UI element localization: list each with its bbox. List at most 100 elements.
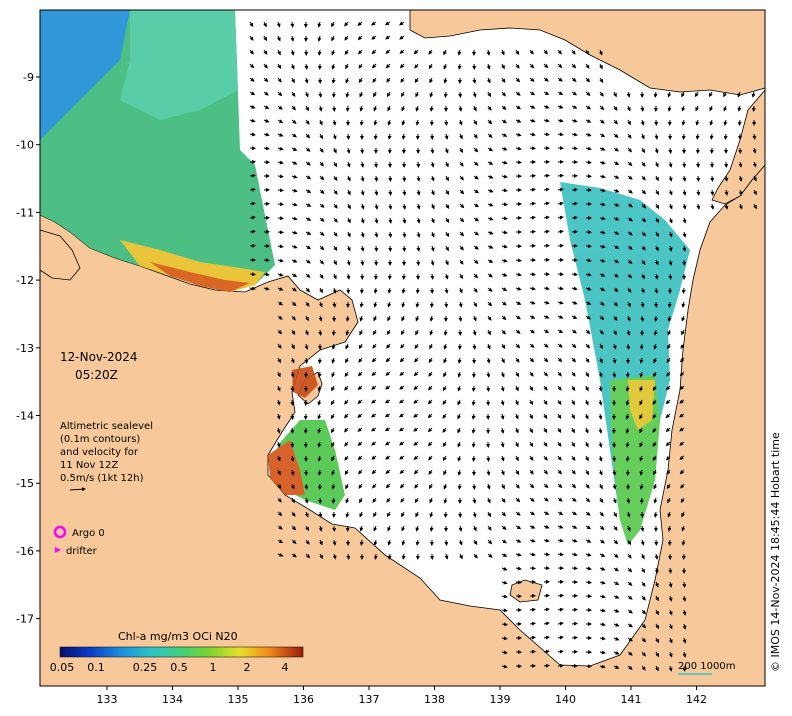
velocity-arrow [345,343,350,350]
velocity-arrow [305,553,311,559]
velocity-arrow [571,118,578,123]
velocity-arrow [401,539,406,546]
velocity-arrow [413,49,419,55]
velocity-arrow [359,511,364,518]
velocity-arrow [385,49,391,54]
velocity-arrow [652,427,657,433]
velocity-arrow [500,371,505,378]
velocity-arrow [249,132,256,137]
velocity-arrow [370,427,377,432]
velocity-arrow [709,105,714,112]
velocity-arrow [641,175,646,181]
velocity-arrow [344,385,349,391]
velocity-arrow [487,539,493,545]
velocity-arrow [515,483,520,489]
velocity-arrow [359,119,364,126]
velocity-arrow [290,35,295,42]
velocity-arrow [317,455,322,462]
velocity-arrow [640,315,645,322]
velocity-arrow [415,525,420,532]
velocity-arrow [486,49,491,56]
velocity-arrow [346,245,351,252]
velocity-arrow [681,105,686,112]
velocity-arrow [373,511,377,518]
velocity-arrow [291,539,297,544]
velocity-arrow [613,230,620,235]
velocity-arrow [277,357,282,364]
velocity-arrow [387,119,392,126]
velocity-arrow [319,133,324,140]
velocity-arrow [599,539,605,544]
velocity-arrow [291,133,297,138]
velocity-arrow [640,553,645,560]
velocity-arrow [459,259,464,265]
velocity-arrow [388,231,393,238]
velocity-arrow [613,581,620,585]
velocity-arrow [724,175,729,182]
velocity-arrow [277,244,284,249]
velocity-arrow [305,203,312,207]
velocity-arrow [249,21,254,28]
velocity-arrow [515,552,522,557]
velocity-arrow [346,287,351,294]
velocity-arrow [529,286,536,291]
velocity-arrow [599,202,606,207]
velocity-arrow [373,301,378,308]
velocity-arrow [305,273,311,278]
velocity-arrow [291,273,298,278]
velocity-arrow [317,35,322,42]
velocity-arrow [515,286,522,291]
velocity-arrow [459,245,464,251]
velocity-arrow [303,413,308,420]
velocity-arrow [385,483,391,489]
velocity-arrow [652,455,657,462]
velocity-arrow [515,357,520,363]
velocity-arrow [529,455,534,461]
velocity-arrow [360,231,365,238]
velocity-arrow [627,273,632,279]
velocity-arrow [500,455,505,462]
velocity-arrow [599,594,606,599]
velocity-arrow [277,230,284,235]
velocity-arrow [487,216,494,221]
velocity-arrow [318,301,323,308]
velocity-arrow [514,399,519,406]
velocity-arrow [331,455,335,462]
velocity-arrow [641,161,646,167]
velocity-arrow [487,174,494,179]
velocity-arrow [585,580,592,585]
velocity-arrow [413,399,419,404]
velocity-arrow [612,371,617,378]
velocity-arrow [515,132,522,137]
velocity-arrow [428,469,433,475]
velocity-arrow [599,329,604,335]
velocity-arrow [457,385,462,392]
velocity-arrow [305,217,312,221]
velocity-arrow [276,441,281,448]
velocity-arrow [345,105,350,112]
velocity-arrow [415,287,420,294]
velocity-arrow [277,272,284,277]
velocity-arrow [318,511,323,518]
velocity-arrow [585,483,590,489]
velocity-arrow [399,385,405,390]
velocity-arrow [319,245,325,251]
velocity-arrow [472,497,477,504]
velocity-arrow [501,497,506,503]
velocity-arrow [277,539,284,544]
velocity-arrow [557,399,562,406]
velocity-arrow [557,385,562,391]
velocity-arrow [571,132,578,137]
velocity-arrow [696,203,701,210]
velocity-arrow [557,243,564,248]
velocity-arrow [415,301,420,308]
velocity-arrow [641,581,646,587]
velocity-arrow [723,105,728,112]
velocity-arrow [668,567,673,574]
velocity-arrow [429,329,434,336]
velocity-arrow [500,49,505,56]
velocity-arrow [347,203,351,210]
velocity-arrow [277,301,284,306]
velocity-arrow [305,287,310,293]
velocity-arrow [319,217,325,222]
